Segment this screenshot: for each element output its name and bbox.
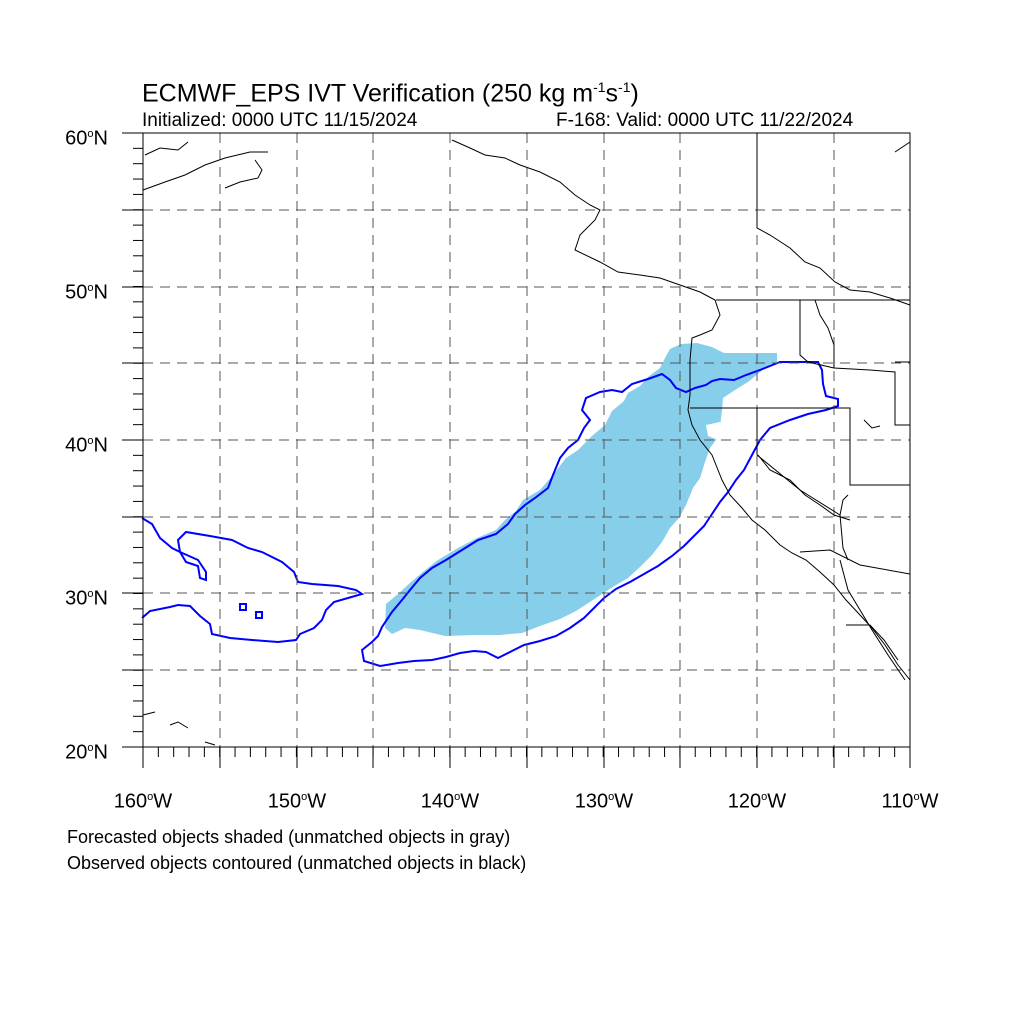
lon-label-110w: 110oW xyxy=(881,790,939,813)
minor-ticks xyxy=(133,132,911,757)
lat-label-50: 50oN xyxy=(65,281,108,304)
forecast-note: Forecasted objects shaded (unmatched obj… xyxy=(67,827,511,847)
lat-label-60: 60oN xyxy=(65,127,108,150)
axis-ticks xyxy=(122,132,911,768)
observed-ivt-object-main xyxy=(360,361,839,668)
forecast-ivt-object xyxy=(385,343,777,636)
map-frame xyxy=(142,132,911,748)
initialized-label: Initialized: 0000 UTC 11/15/2024 xyxy=(142,110,418,131)
coastline xyxy=(142,133,911,746)
grid-lines xyxy=(143,133,910,747)
lon-label-140w: 140oW xyxy=(420,790,480,813)
observed-ivt-object-west xyxy=(141,517,365,644)
valid-time-label: F-168: Valid: 0000 UTC 11/22/2024 xyxy=(556,110,854,131)
lat-label-30: 30oN xyxy=(65,587,108,610)
lat-label-40: 40oN xyxy=(65,434,108,457)
lon-label-160w: 160oW xyxy=(113,790,173,813)
lon-label-120w: 120oW xyxy=(727,790,787,813)
lon-label-130w: 130oW xyxy=(574,790,634,813)
lon-label-150w: 150oW xyxy=(267,790,327,813)
lat-label-20: 20oN xyxy=(65,741,108,764)
observed-note: Observed objects contoured (unmatched ob… xyxy=(67,853,527,873)
chart-title: ECMWF_EPS IVT Verification (250 kg m-1s-… xyxy=(142,79,639,108)
